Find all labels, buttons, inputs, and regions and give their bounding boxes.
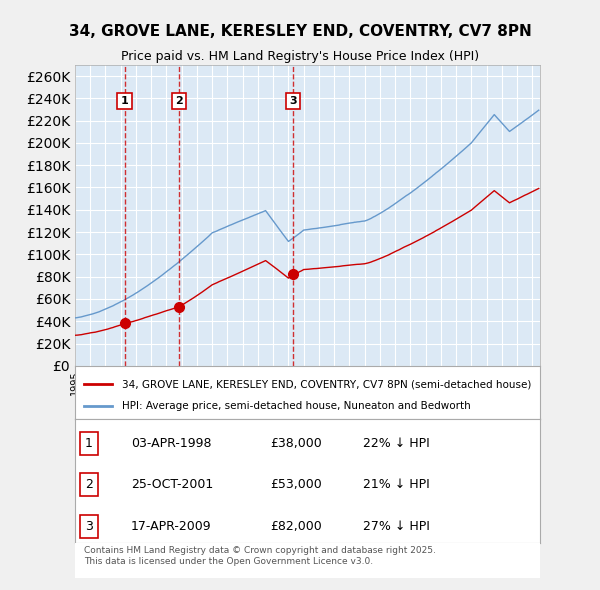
- Text: 34, GROVE LANE, KERESLEY END, COVENTRY, CV7 8PN (semi-detached house): 34, GROVE LANE, KERESLEY END, COVENTRY, …: [121, 379, 531, 389]
- Text: 2: 2: [175, 96, 182, 106]
- Text: 1: 1: [121, 96, 128, 106]
- Text: 3: 3: [85, 520, 93, 533]
- Text: 2: 2: [85, 478, 93, 491]
- Text: £82,000: £82,000: [270, 520, 322, 533]
- Text: Price paid vs. HM Land Registry's House Price Index (HPI): Price paid vs. HM Land Registry's House …: [121, 50, 479, 63]
- Text: 34, GROVE LANE, KERESLEY END, COVENTRY, CV7 8PN: 34, GROVE LANE, KERESLEY END, COVENTRY, …: [68, 24, 532, 38]
- Text: 17-APR-2009: 17-APR-2009: [131, 520, 211, 533]
- Text: 3: 3: [289, 96, 296, 106]
- Text: 03-APR-1998: 03-APR-1998: [131, 437, 211, 450]
- Text: £38,000: £38,000: [270, 437, 322, 450]
- Text: 27% ↓ HPI: 27% ↓ HPI: [364, 520, 430, 533]
- Text: £53,000: £53,000: [270, 478, 322, 491]
- Text: 25-OCT-2001: 25-OCT-2001: [131, 478, 213, 491]
- Text: 1: 1: [85, 437, 93, 450]
- Text: HPI: Average price, semi-detached house, Nuneaton and Bedworth: HPI: Average price, semi-detached house,…: [121, 401, 470, 411]
- Text: Contains HM Land Registry data © Crown copyright and database right 2025.
This d: Contains HM Land Registry data © Crown c…: [84, 546, 436, 566]
- Text: 21% ↓ HPI: 21% ↓ HPI: [364, 478, 430, 491]
- Text: 22% ↓ HPI: 22% ↓ HPI: [364, 437, 430, 450]
